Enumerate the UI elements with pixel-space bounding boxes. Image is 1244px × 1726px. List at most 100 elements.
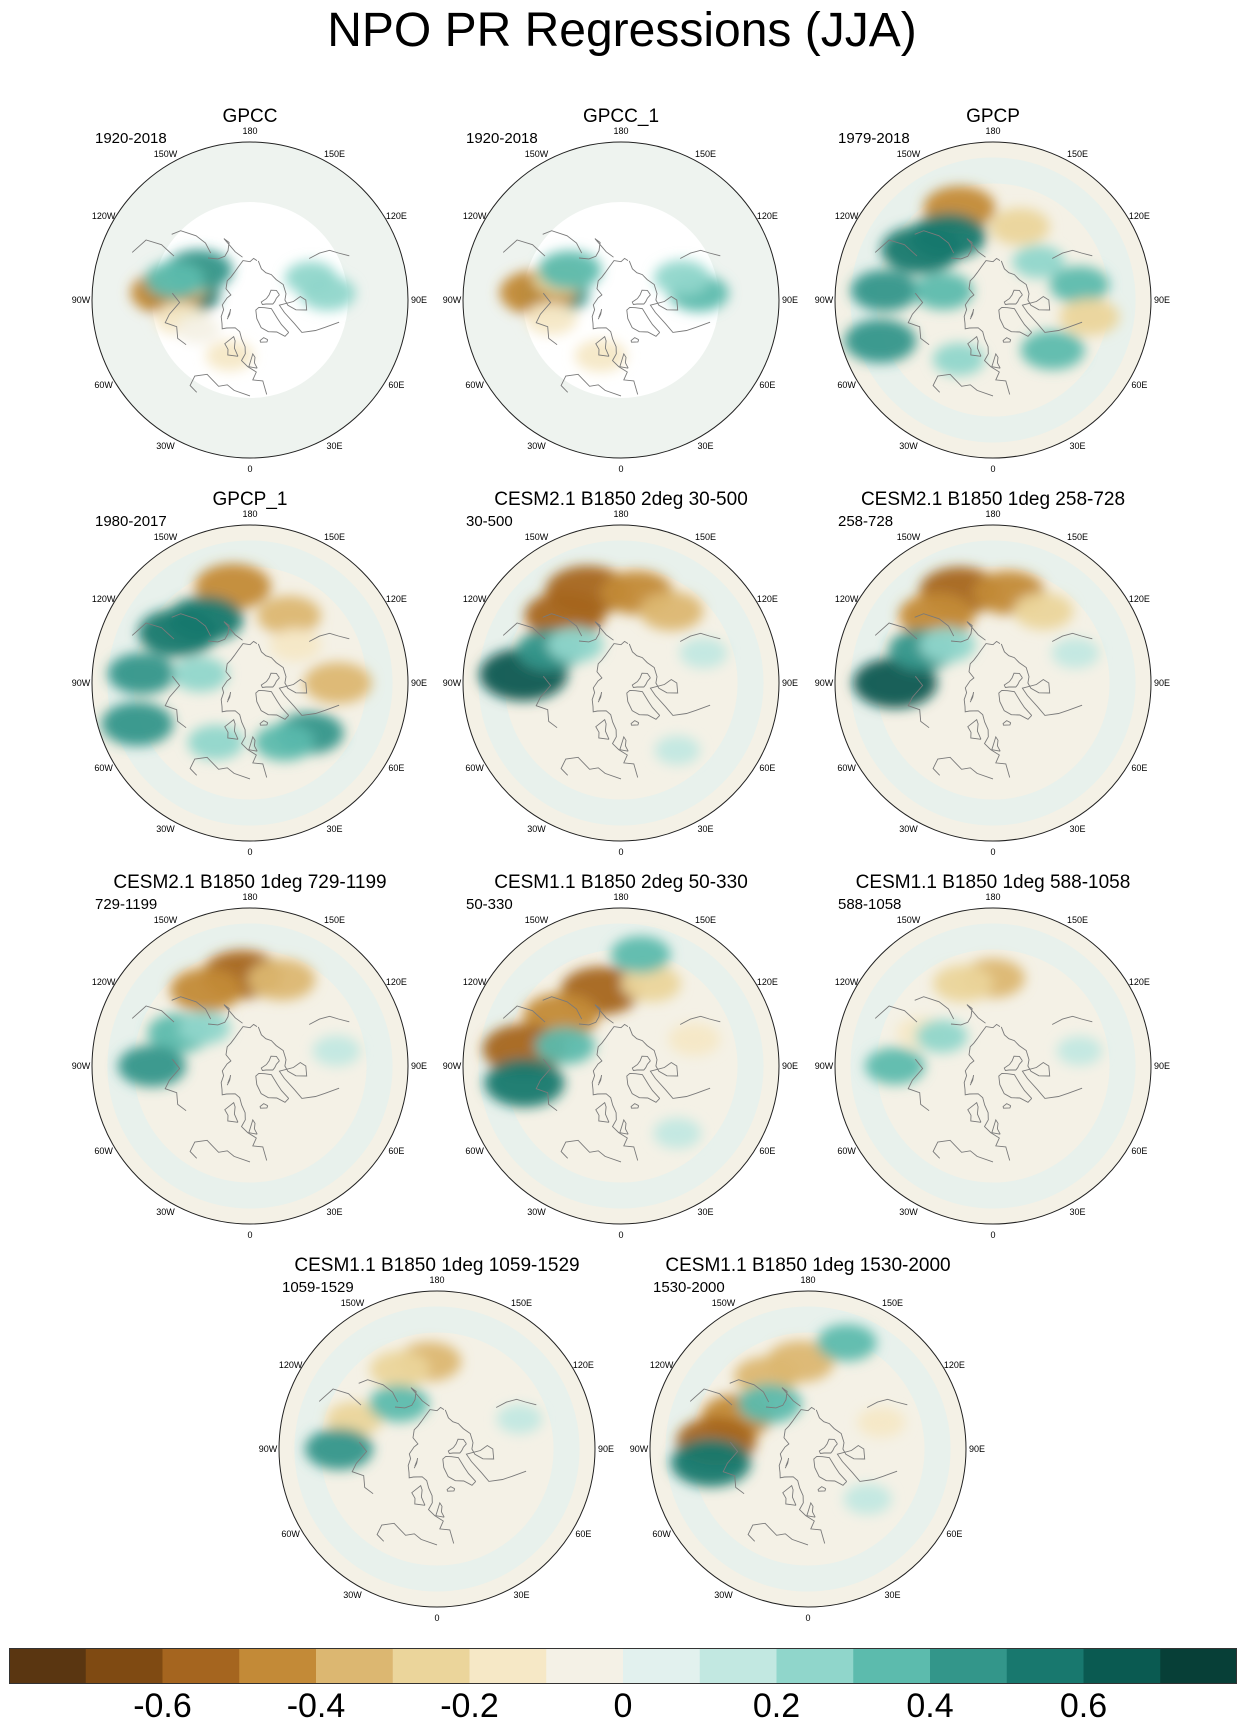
coastline bbox=[631, 289, 651, 305]
panel-period-label: 729-1199 bbox=[95, 896, 158, 913]
colorbar-tick-label: 0.4 bbox=[906, 1687, 954, 1725]
longitude-label: 60W bbox=[94, 762, 113, 773]
coastline bbox=[407, 1406, 455, 1544]
panel-title: CESM1.1 B1850 1deg 1530-2000 bbox=[665, 1255, 951, 1276]
coastline bbox=[595, 718, 610, 740]
coastline bbox=[630, 337, 640, 343]
anomaly-blob bbox=[254, 723, 315, 761]
coastline bbox=[630, 720, 640, 726]
anomaly-blob bbox=[574, 339, 627, 373]
map-background bbox=[835, 908, 1151, 1224]
coastline bbox=[226, 308, 232, 320]
coastline bbox=[914, 230, 955, 254]
coastline bbox=[535, 292, 558, 346]
anomaly-blob bbox=[670, 1438, 751, 1487]
longitude-label: 180 bbox=[985, 892, 1001, 902]
map-panels: GPCC 1920-2018 180 150E 120E 90E 60E 30E 0 30W 60W… bbox=[72, 106, 1170, 1623]
longitude-label: 150W bbox=[340, 1297, 365, 1308]
longitude-label: 90E bbox=[968, 1444, 986, 1454]
coastline bbox=[907, 675, 930, 729]
colorbar-tick-label: -0.6 bbox=[133, 1687, 192, 1725]
anomaly-blob bbox=[484, 1058, 565, 1108]
longitude-label: 90W bbox=[814, 295, 834, 305]
longitude-label: 60W bbox=[94, 1145, 113, 1156]
coastline bbox=[874, 622, 918, 640]
longitude-label: 30W bbox=[156, 1207, 175, 1218]
coastline bbox=[259, 337, 269, 343]
colorbar-swatch bbox=[85, 1648, 163, 1684]
anomaly-blob bbox=[524, 591, 605, 640]
longitude-label: 150E bbox=[323, 148, 346, 159]
panel-period-label: 1980-2017 bbox=[95, 513, 167, 530]
longitude-label: 30E bbox=[326, 824, 343, 835]
anomaly-blob bbox=[144, 261, 205, 299]
coastline bbox=[542, 230, 583, 254]
longitude-label: 30W bbox=[527, 824, 546, 835]
coastline bbox=[207, 621, 243, 643]
coastline bbox=[595, 1101, 610, 1123]
longitude-label: 60W bbox=[465, 379, 484, 390]
coastline bbox=[164, 1058, 187, 1112]
anomaly-blob bbox=[101, 702, 174, 746]
map-border bbox=[462, 141, 780, 459]
longitude-label: 60E bbox=[759, 379, 776, 390]
longitude-label: 30W bbox=[156, 824, 175, 835]
polar-map bbox=[278, 1290, 596, 1608]
colorbar-tick-label: -0.2 bbox=[440, 1687, 499, 1725]
longitude-label: 120E bbox=[756, 593, 778, 604]
panel-period-label: 1920-2018 bbox=[466, 130, 538, 147]
longitude-label: 30E bbox=[697, 1207, 714, 1218]
coastline bbox=[318, 1388, 362, 1406]
panel-period-label: 1979-2018 bbox=[838, 130, 910, 147]
longitude-label: 150E bbox=[323, 914, 346, 925]
map-background bbox=[463, 908, 779, 1224]
longitude-label: 180 bbox=[613, 509, 629, 519]
map-border bbox=[462, 907, 780, 1225]
coastline bbox=[376, 1522, 438, 1546]
longitude-label: 120W bbox=[91, 593, 116, 604]
colorbar bbox=[9, 1648, 1237, 1684]
anomaly-blob bbox=[312, 1035, 361, 1067]
coastline bbox=[308, 632, 350, 642]
longitude-label: 0 bbox=[805, 1613, 811, 1623]
coastline bbox=[578, 238, 614, 260]
coastline bbox=[595, 335, 610, 357]
map-border bbox=[649, 1290, 967, 1608]
longitude-label: 0 bbox=[618, 464, 624, 474]
coastline bbox=[591, 640, 639, 778]
panel-period-label: 50-330 bbox=[466, 896, 513, 913]
longitude-label: 150E bbox=[881, 1297, 904, 1308]
longitude-label: 180 bbox=[242, 892, 258, 902]
anomaly-blob bbox=[857, 1407, 906, 1438]
longitude-label: 90E bbox=[781, 678, 799, 688]
coastline bbox=[131, 1005, 175, 1023]
longitude-label: 60E bbox=[946, 1528, 963, 1539]
coastline bbox=[435, 1501, 445, 1518]
coastline bbox=[998, 689, 1033, 720]
coastline bbox=[257, 643, 340, 716]
coastline bbox=[542, 613, 583, 637]
coastline bbox=[189, 373, 251, 397]
coastline bbox=[1051, 632, 1093, 642]
longitude-label: 90E bbox=[410, 678, 428, 688]
panel-title: GPCP bbox=[966, 106, 1020, 127]
longitude-label: 30E bbox=[513, 1590, 530, 1601]
longitude-label: 150E bbox=[1066, 148, 1089, 159]
coastline bbox=[907, 1058, 930, 1112]
longitude-label: 30W bbox=[156, 441, 175, 452]
anomaly-blob bbox=[368, 1384, 429, 1423]
coastline bbox=[358, 1379, 399, 1403]
coastline bbox=[502, 622, 546, 640]
anomaly-blob bbox=[547, 627, 604, 663]
coastline bbox=[619, 352, 629, 369]
panel-period-label: 1059-1529 bbox=[282, 1279, 354, 1296]
coastline bbox=[866, 1398, 908, 1408]
coastline bbox=[969, 1074, 975, 1086]
coastline bbox=[967, 1101, 982, 1123]
background-band bbox=[478, 923, 764, 1209]
longitude-label: 120E bbox=[756, 976, 778, 987]
coastline bbox=[495, 1398, 537, 1408]
coastline bbox=[164, 292, 187, 346]
coastline bbox=[874, 1005, 918, 1023]
coastline bbox=[815, 1409, 898, 1482]
